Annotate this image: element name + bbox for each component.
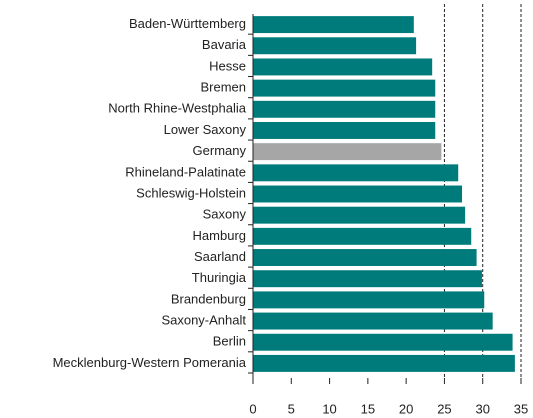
bar [253,291,485,309]
y-tick-label: Thuringia [192,270,247,285]
y-tick-label: Saarland [194,249,246,264]
x-tick-label: 20 [399,401,413,416]
y-tick-label: Germany [193,143,247,158]
x-tick-label: 15 [361,401,375,416]
x-tick-label: 30 [475,401,489,416]
bar [253,312,493,330]
y-tick-label: Hesse [209,58,246,73]
bar [253,16,414,34]
x-tick-label: 25 [437,401,451,416]
y-tick-label: Schleswig-Holstein [136,185,246,200]
bar [253,100,436,118]
y-tick-label: Hamburg [193,228,246,243]
y-tick-label: Bavaria [202,37,247,52]
bar [253,227,472,245]
bar [253,206,466,224]
x-tick-label: 5 [288,401,295,416]
y-tick-label: Rhineland-Palatinate [125,164,246,179]
y-tick-label: Mecklenburg-Western Pomerania [53,355,247,370]
bar [253,333,513,351]
bar [253,270,482,288]
y-tick-label: Lower Saxony [164,122,247,137]
bar [253,58,433,76]
bar [253,164,459,182]
bar [253,37,417,55]
x-tick-label: 10 [322,401,336,416]
bar [253,143,442,161]
y-tick-label: Brandenburg [171,291,246,306]
y-tick-label: North Rhine-Westphalia [108,101,247,116]
bar [253,79,436,97]
y-tick-label: Saxony-Anhalt [161,312,246,327]
y-tick-label: Bremen [200,80,246,95]
y-tick-label: Baden-Württemberg [129,16,246,31]
bar [253,354,515,372]
bar [253,185,463,203]
y-tick-label: Saxony [203,207,247,222]
x-tick-label: 35 [514,401,528,416]
bar [253,122,436,139]
x-tick-label: 0 [249,401,256,416]
bar [253,249,477,266]
y-tick-label: Berlin [213,334,246,349]
